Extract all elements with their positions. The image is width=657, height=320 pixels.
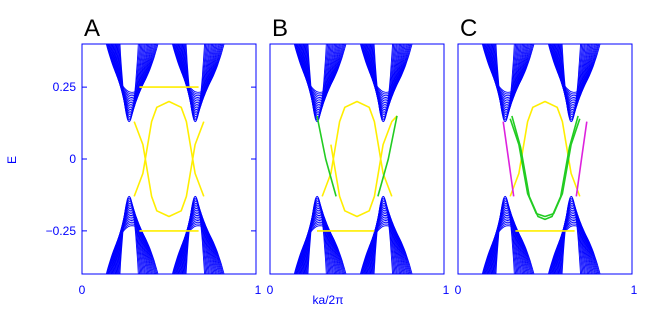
edge-state-line <box>133 121 205 218</box>
bulk-bands <box>481 44 601 274</box>
conduction-band-line <box>116 44 143 117</box>
conduction-band-line <box>481 44 535 93</box>
valence-band-line <box>117 201 143 274</box>
conduction-band-line <box>359 44 413 93</box>
conduction-band-line <box>561 44 581 123</box>
panel-label: A <box>84 15 100 42</box>
panel-a: 0.25 0 −0.25 0 1 A <box>46 15 262 297</box>
panel-c: 0 1 C <box>455 15 638 297</box>
edge-state-line <box>133 100 205 197</box>
conduction-band-line <box>373 44 393 123</box>
x-tick-label: 0 <box>267 283 274 297</box>
plot-area <box>105 44 225 274</box>
axes-frame <box>81 43 257 275</box>
edge-state-line <box>511 115 579 221</box>
conduction-band-line <box>492 44 519 117</box>
bulk-bands <box>293 44 413 274</box>
x-axis-label: ka/2π <box>313 293 344 307</box>
edge-state-line <box>316 115 337 197</box>
x-tick-label: 1 <box>255 283 262 297</box>
plot-area <box>481 44 601 274</box>
edge-state-line <box>377 115 398 197</box>
conduction-band-line <box>171 44 225 93</box>
bulk-bands <box>105 44 225 274</box>
conduction-band-line <box>371 44 397 117</box>
valence-band-line <box>171 225 225 274</box>
valence-band-line <box>293 225 347 274</box>
valence-band-line <box>559 201 585 274</box>
conduction-band-line <box>559 44 585 117</box>
edge-state-line <box>330 115 398 218</box>
x-tick-label: 0 <box>79 283 86 297</box>
valence-band-line <box>493 201 519 274</box>
edge-state-line <box>502 121 515 197</box>
valence-band-line <box>185 195 205 274</box>
valence-band-line <box>105 225 159 274</box>
x-tick-label: 0 <box>455 283 462 297</box>
conduction-band-line <box>183 44 209 117</box>
valence-band-line <box>305 201 331 274</box>
y-axis-label: E <box>5 156 19 164</box>
valence-band-line <box>561 195 581 274</box>
edge-state-line <box>321 100 393 197</box>
panel-label: B <box>272 15 288 42</box>
conduction-band-line <box>304 44 331 117</box>
conduction-band-line <box>105 44 159 93</box>
valence-band-line <box>481 225 535 274</box>
conduction-band-line <box>547 44 601 93</box>
valence-band-line <box>183 201 209 274</box>
edge-state-line <box>575 121 588 197</box>
y-tick-label: −0.25 <box>46 224 77 238</box>
plot-area <box>293 44 413 274</box>
valence-band-line <box>373 195 393 274</box>
conduction-band-line <box>185 44 205 123</box>
axes-frame <box>269 43 445 275</box>
x-tick-label: 1 <box>631 283 638 297</box>
valence-band-line <box>547 225 601 274</box>
panel-b: 0 1 B <box>267 15 450 297</box>
valence-band-line <box>359 225 413 274</box>
x-tick-label: 1 <box>443 283 450 297</box>
panel-label: C <box>460 15 477 42</box>
conduction-band-line <box>293 44 347 93</box>
edge-state-line <box>509 118 581 218</box>
y-tick-label: 0.25 <box>53 80 77 94</box>
axes-frame <box>457 43 633 275</box>
valence-band-line <box>371 201 397 274</box>
y-tick-label: 0 <box>69 152 76 166</box>
